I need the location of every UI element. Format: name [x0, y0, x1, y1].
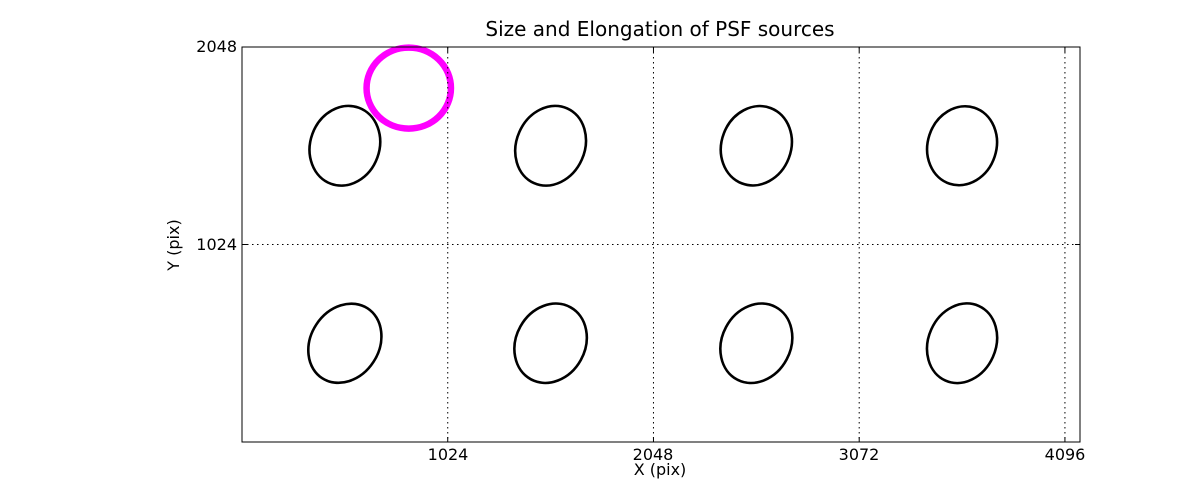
y-tick-label-2048: 2048 — [196, 37, 237, 56]
x-tick-label-2048: 2048 — [632, 445, 674, 464]
x-axis-label: X (pix) — [633, 460, 687, 479]
psf-ellipse — [308, 104, 382, 187]
x-tick-label-1024: 1024 — [427, 445, 469, 464]
chart-title: Size and Elongation of PSF sources — [485, 17, 835, 41]
psf-ellipse — [513, 302, 589, 385]
psf-ellipse — [719, 104, 794, 187]
psf-ellipse — [925, 105, 999, 187]
x-tick-label-3072: 3072 — [838, 445, 880, 464]
psf-ellipse — [719, 302, 794, 385]
y-tick-label-1024: 1024 — [196, 235, 237, 254]
psf-ellipse — [925, 302, 999, 385]
psf-ellipse — [307, 302, 383, 385]
x-tick-label-4096: 4096 — [1044, 445, 1086, 464]
psf-ellipse — [513, 104, 588, 187]
reference-circle — [363, 44, 455, 132]
